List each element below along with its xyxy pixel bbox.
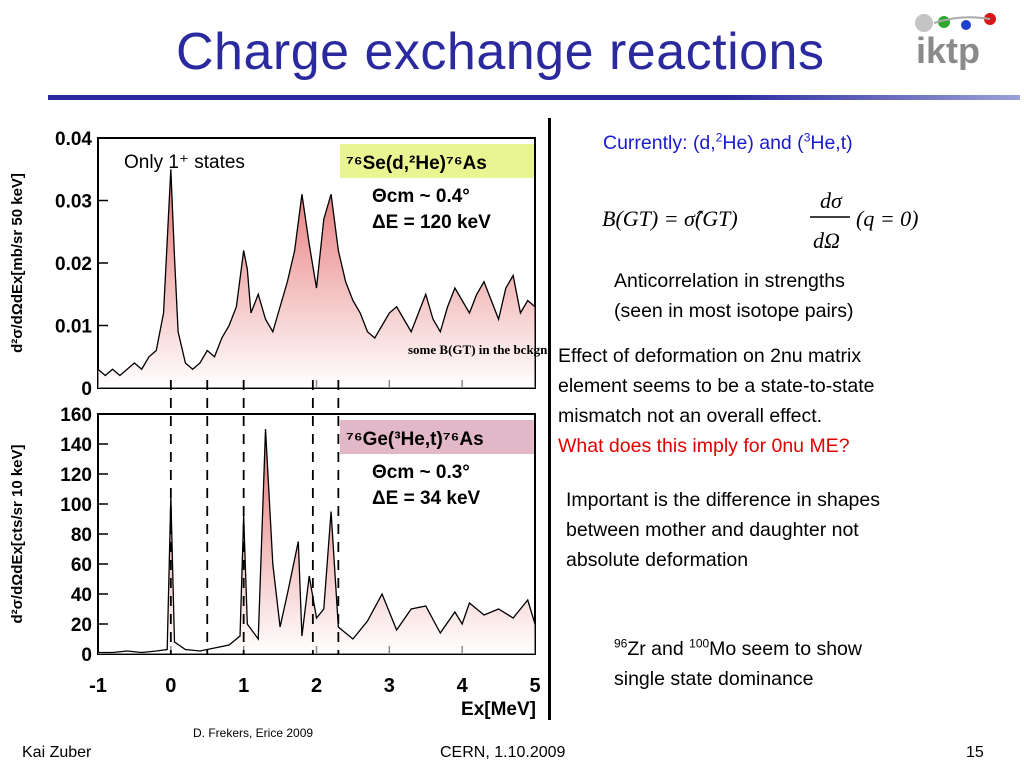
theta-label-top: Θcm ~ 0.4°: [372, 186, 470, 207]
y-tick-label-top: 0: [81, 379, 92, 400]
footer-page: 15: [966, 744, 984, 761]
anticorrelation-text: Anticorrelation in strengths (seen in mo…: [614, 270, 854, 322]
x-tick-label-bottom: 4: [457, 675, 469, 697]
reaction-label-box-top: [340, 144, 534, 178]
footer-author: Kai Zuber: [22, 744, 92, 761]
only-states-note: Only 1⁺ states: [124, 152, 245, 173]
footer-venue: CERN, 1.10.2009: [440, 744, 566, 761]
y-tick-label-bottom: 100: [60, 495, 92, 516]
figure-credit: D. Frekers, Erice 2009: [193, 726, 314, 740]
y-tick-label-top: 0.01: [55, 317, 92, 338]
bckgnd-annotation: some B(GT) in the bckgnd: [408, 342, 548, 357]
slide-title: Charge exchange reactions: [176, 23, 825, 81]
y-tick-label-bottom: 60: [71, 555, 92, 576]
y-axis-label-top: d²σ/dΩdEx[mb/sr 50 keV]: [9, 173, 26, 353]
spectra-figure: 0 0.01 0.02 0.03 0.04 d²σ/dΩdEx[mb/sr 50 keV]…: [9, 129, 548, 720]
x-tick-label-bottom: 3: [384, 675, 395, 697]
formula-lhs: B(GT) = σ̂(GT): [602, 206, 738, 231]
formula-numerator: dσ: [820, 188, 843, 213]
formula-rhs: (q = 0): [856, 206, 919, 231]
single-state-text: 96Zr and 100Mo seem to show single state…: [614, 636, 862, 691]
deformation-question: What does this imply for 0nu ME?: [558, 435, 850, 457]
y-tick-label-bottom: 0: [81, 645, 92, 666]
x-tick-label-bottom: 1: [238, 675, 249, 697]
spectrum-fill-bottom: [98, 429, 535, 654]
spectrum-line-bottom: [98, 428, 536, 654]
figure-divider: [548, 118, 551, 720]
x-tick-label-bottom: 0: [165, 675, 176, 697]
reaction-label-box-bottom: [340, 420, 534, 454]
y-tick-label-top: 0.04: [55, 129, 92, 150]
y-tick-label-top: 0.02: [55, 254, 92, 275]
y-tick-label-bottom: 80: [71, 525, 92, 546]
x-tick-label-bottom: -1: [89, 675, 107, 697]
logo-wordmark: iktp: [916, 30, 980, 70]
y-tick-label-top: 0.03: [55, 192, 92, 213]
iktp-logo: iktp: [915, 13, 996, 70]
shape-difference-text: Important is the difference in shapes be…: [566, 489, 880, 571]
currently-reactions: Currently: (d,2He) and (3He,t): [603, 130, 853, 155]
y-axis-label-bottom: d²σ/dΩdEx[cts/sr 10 keV]: [9, 444, 26, 623]
x-tick-label-bottom: 2: [311, 675, 322, 697]
spectrum-line-top: [97, 169, 536, 377]
delta-e-label-top: ΔE = 120 keV: [372, 212, 491, 233]
theta-label-bottom: Θcm ~ 0.3°: [372, 462, 470, 483]
title-underline: [48, 95, 1020, 100]
x-axis-label: Ex[MeV]: [461, 699, 536, 720]
reaction-label-bottom: ⁷⁶Ge(³He,t)⁷⁶As: [346, 429, 484, 450]
y-tick-label-bottom: 160: [60, 405, 92, 426]
deformation-text: Effect of deformation on 2nu matrix elem…: [558, 341, 875, 461]
reaction-label-top: ⁷⁶Se(d,²He)⁷⁶As: [346, 153, 487, 174]
y-tick-label-bottom: 40: [71, 585, 92, 606]
formula-denominator: dΩ: [813, 228, 840, 253]
delta-e-label-bottom: ΔE = 34 keV: [372, 488, 481, 509]
spectrum-fill-top: [98, 169, 535, 388]
y-tick-label-bottom: 20: [71, 615, 92, 636]
bgt-formula: B(GT) = σ̂(GT) dσ dΩ (q = 0): [602, 188, 919, 253]
y-tick-label-bottom: 140: [60, 435, 92, 456]
x-tick-label-bottom: 5: [529, 675, 540, 697]
y-tick-label-bottom: 120: [60, 465, 92, 486]
